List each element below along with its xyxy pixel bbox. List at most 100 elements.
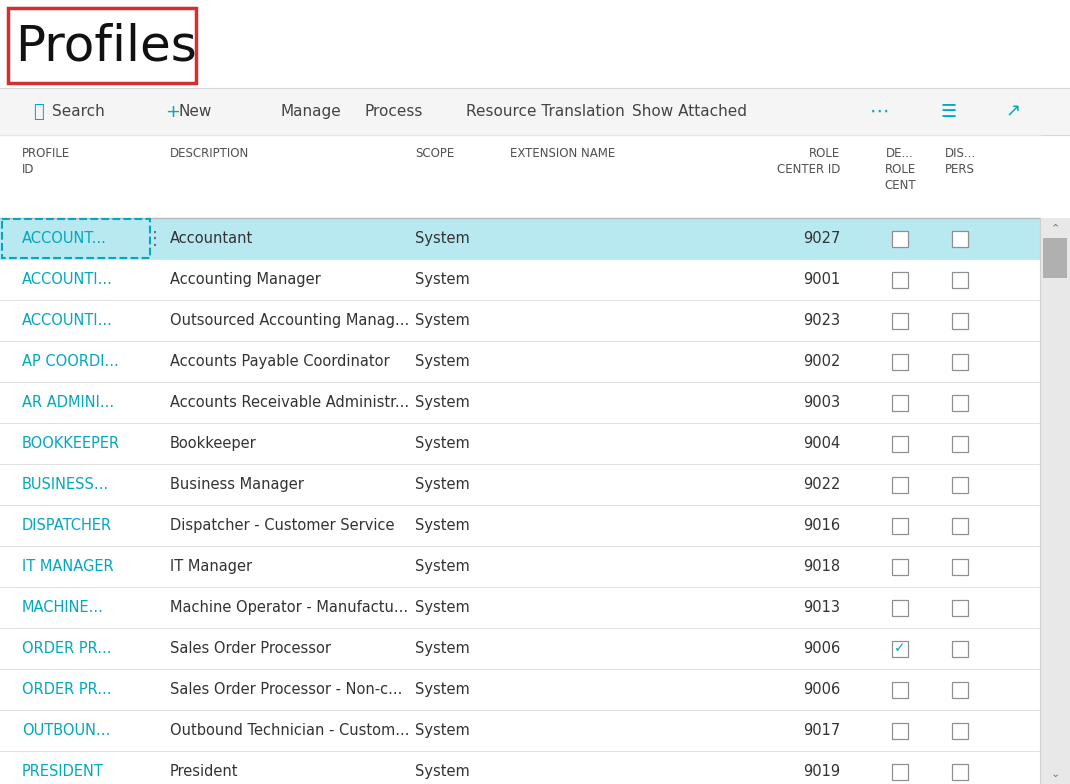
Text: System: System — [415, 231, 470, 246]
Text: DISPATCHER: DISPATCHER — [22, 518, 112, 533]
Text: 9016: 9016 — [802, 518, 840, 533]
Text: ⌃: ⌃ — [1051, 223, 1059, 233]
Bar — [0, 505, 1040, 546]
Bar — [892, 394, 908, 411]
Text: 9003: 9003 — [802, 395, 840, 410]
Bar — [952, 600, 968, 615]
Text: Manage: Manage — [280, 104, 340, 119]
Text: ACCOUNT...: ACCOUNT... — [22, 231, 107, 246]
Bar — [0, 88, 1070, 135]
Text: DE...
ROLE
CENT: DE... ROLE CENT — [884, 147, 916, 192]
Bar — [892, 600, 908, 615]
Text: ☰: ☰ — [941, 103, 957, 121]
Text: System: System — [415, 395, 470, 410]
Bar — [0, 382, 1040, 423]
Text: IT Manager: IT Manager — [170, 559, 253, 574]
Bar — [952, 271, 968, 288]
Text: ↗: ↗ — [1005, 103, 1020, 121]
Text: Profiles: Profiles — [15, 22, 197, 70]
Text: Outsourced Accounting Manag...: Outsourced Accounting Manag... — [170, 313, 409, 328]
Text: EXTENSION NAME: EXTENSION NAME — [510, 147, 615, 160]
Bar — [892, 230, 908, 246]
Bar — [1043, 238, 1067, 278]
Text: 9027: 9027 — [802, 231, 840, 246]
Bar — [0, 259, 1040, 300]
Text: AR ADMINI...: AR ADMINI... — [22, 395, 114, 410]
Bar — [892, 354, 908, 369]
Bar — [0, 751, 1040, 784]
Text: 9002: 9002 — [802, 354, 840, 369]
Bar — [892, 435, 908, 452]
Bar — [0, 423, 1040, 464]
Text: System: System — [415, 682, 470, 697]
Text: ⋮: ⋮ — [146, 230, 164, 248]
Text: ORDER PR...: ORDER PR... — [22, 641, 111, 656]
Text: 9001: 9001 — [802, 272, 840, 287]
Text: Search: Search — [52, 104, 105, 119]
Text: 9019: 9019 — [802, 764, 840, 779]
Text: PRESIDENT: PRESIDENT — [22, 764, 104, 779]
Bar — [0, 587, 1040, 628]
Bar — [952, 394, 968, 411]
Bar — [952, 558, 968, 575]
Text: BOOKKEEPER: BOOKKEEPER — [22, 436, 120, 451]
Text: ORDER PR...: ORDER PR... — [22, 682, 111, 697]
Text: BUSINESS...: BUSINESS... — [22, 477, 109, 492]
Text: System: System — [415, 272, 470, 287]
Text: 9004: 9004 — [802, 436, 840, 451]
Text: Accountant: Accountant — [170, 231, 254, 246]
Bar — [892, 517, 908, 533]
Bar — [0, 628, 1040, 669]
Text: Process: Process — [365, 104, 424, 119]
Text: ⌕: ⌕ — [32, 103, 44, 121]
Bar — [892, 477, 908, 492]
Bar — [952, 723, 968, 739]
Text: IT MANAGER: IT MANAGER — [22, 559, 113, 574]
Text: System: System — [415, 559, 470, 574]
Text: 9017: 9017 — [802, 723, 840, 738]
Bar — [1040, 218, 1070, 784]
Text: SCOPE: SCOPE — [415, 147, 455, 160]
Bar — [892, 681, 908, 698]
Bar — [952, 641, 968, 656]
Text: ✓: ✓ — [895, 641, 906, 655]
Text: MACHINE...: MACHINE... — [22, 600, 104, 615]
Text: System: System — [415, 354, 470, 369]
Bar — [0, 710, 1040, 751]
Text: 9018: 9018 — [802, 559, 840, 574]
Text: Outbound Technician - Custom...: Outbound Technician - Custom... — [170, 723, 410, 738]
Text: Sales Order Processor: Sales Order Processor — [170, 641, 331, 656]
Bar — [892, 641, 908, 656]
Text: 9013: 9013 — [802, 600, 840, 615]
Bar — [0, 300, 1040, 341]
Text: System: System — [415, 518, 470, 533]
Bar — [952, 230, 968, 246]
Text: OUTBOUN...: OUTBOUN... — [22, 723, 110, 738]
Text: ROLE
CENTER ID: ROLE CENTER ID — [777, 147, 840, 176]
Text: System: System — [415, 436, 470, 451]
Text: ⋯: ⋯ — [870, 102, 889, 121]
Text: ACCOUNTI...: ACCOUNTI... — [22, 313, 112, 328]
Bar — [952, 517, 968, 533]
Text: Sales Order Processor - Non-c...: Sales Order Processor - Non-c... — [170, 682, 402, 697]
Bar — [952, 764, 968, 779]
Bar — [0, 464, 1040, 505]
Text: System: System — [415, 641, 470, 656]
Text: DIS...
PERS: DIS... PERS — [945, 147, 976, 176]
Bar — [952, 354, 968, 369]
Text: New: New — [178, 104, 212, 119]
Bar — [952, 313, 968, 328]
Bar — [892, 723, 908, 739]
Text: Bookkeeper: Bookkeeper — [170, 436, 257, 451]
Text: 9023: 9023 — [802, 313, 840, 328]
Text: System: System — [415, 313, 470, 328]
Text: Resource Translation: Resource Translation — [467, 104, 625, 119]
Text: President: President — [170, 764, 239, 779]
Text: Accounting Manager: Accounting Manager — [170, 272, 321, 287]
Text: 9006: 9006 — [802, 682, 840, 697]
Bar — [0, 341, 1040, 382]
Text: ⌄: ⌄ — [1051, 769, 1059, 779]
Text: Show Attached: Show Attached — [632, 104, 747, 119]
Bar — [7, 8, 196, 83]
Bar — [892, 271, 908, 288]
